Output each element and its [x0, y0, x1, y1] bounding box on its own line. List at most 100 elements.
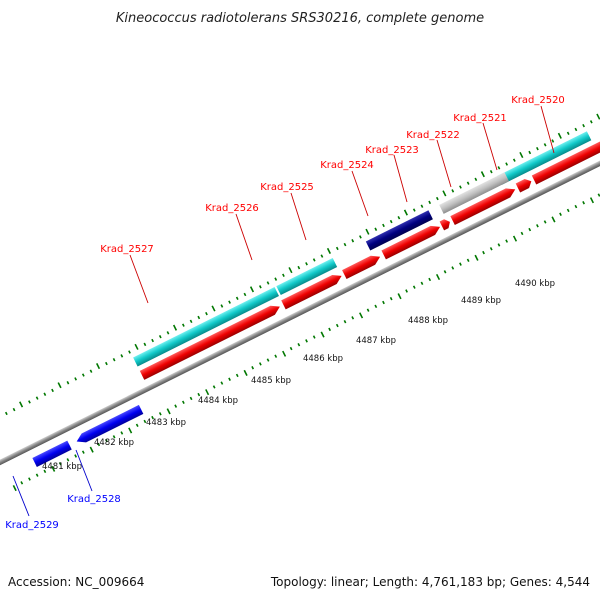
- minor-tick: [243, 292, 247, 297]
- minor-tick: [451, 189, 455, 193]
- callout-line: [482, 122, 498, 171]
- minor-tick: [28, 400, 31, 404]
- gene-label-krad-2522: Krad_2522: [406, 130, 460, 141]
- gene-arrow-krad-2528: [76, 404, 144, 443]
- minor-tick: [220, 381, 224, 385]
- minor-tick: [81, 373, 85, 377]
- major-tick: [89, 446, 94, 453]
- gene-arrow-krad-2522: [450, 188, 516, 226]
- sequence-backbone: [0, 129, 600, 474]
- minor-tick: [466, 258, 470, 262]
- major-tick: [397, 293, 402, 300]
- minor-tick: [289, 346, 293, 351]
- minor-tick: [505, 239, 509, 243]
- minor-tick: [197, 392, 201, 397]
- minor-tick: [543, 220, 547, 224]
- minor-tick: [81, 450, 85, 454]
- minor-tick: [428, 200, 432, 205]
- minor-tick: [197, 315, 201, 320]
- minor-tick: [589, 120, 593, 124]
- callout-line: [540, 105, 555, 154]
- minor-tick: [536, 146, 539, 151]
- minor-tick: [443, 270, 447, 274]
- callout-line: [290, 192, 307, 241]
- scale-label: 4489 kbp: [461, 296, 501, 306]
- minor-tick: [566, 208, 570, 213]
- minor-tick: [189, 319, 193, 324]
- gene-labels: Krad_2520 Krad_2521 Krad_2522 Krad_2523 …: [5, 95, 565, 531]
- gene-label-krad-2523: Krad_2523: [365, 145, 419, 156]
- scale-label: 4487 kbp: [356, 336, 396, 346]
- minor-tick: [35, 396, 39, 400]
- callout-line: [129, 254, 149, 304]
- major-tick: [166, 408, 171, 415]
- minor-tick: [405, 289, 408, 293]
- minor-tick: [428, 277, 432, 282]
- gene-arrow-krad-2527: [139, 305, 280, 380]
- minor-tick: [312, 335, 316, 339]
- minor-tick: [120, 354, 124, 358]
- minor-tick: [335, 246, 339, 251]
- minor-tick: [574, 127, 578, 132]
- major-tick: [57, 382, 62, 389]
- major-tick: [474, 254, 479, 261]
- major-tick: [12, 485, 17, 492]
- minor-tick: [536, 224, 539, 228]
- outer-tick-row: [0, 113, 600, 419]
- callout-line: [393, 154, 408, 203]
- minor-tick: [105, 361, 108, 366]
- minor-tick: [35, 473, 39, 477]
- minor-tick: [566, 131, 570, 136]
- minor-tick: [228, 377, 231, 381]
- minor-tick: [66, 458, 70, 462]
- major-tick: [282, 350, 287, 357]
- minor-tick: [66, 381, 70, 385]
- minor-tick: [374, 304, 378, 309]
- gene-label-krad-2528: Krad_2528: [67, 494, 121, 505]
- minor-tick: [135, 423, 139, 428]
- minor-tick: [158, 334, 162, 339]
- minor-tick: [258, 285, 262, 289]
- minor-tick: [166, 331, 170, 335]
- minor-tick: [235, 373, 239, 378]
- minor-tick: [28, 477, 31, 481]
- scale-label: 4481 kbp: [42, 462, 82, 472]
- minor-tick: [482, 250, 485, 255]
- minor-tick: [420, 204, 424, 208]
- gene-arrow-krad-2520: [531, 141, 600, 185]
- scale-label: 4488 kbp: [408, 316, 448, 326]
- minor-tick: [466, 181, 470, 185]
- minor-tick: [420, 281, 424, 286]
- minor-tick: [320, 254, 324, 258]
- minor-tick: [459, 185, 462, 189]
- grey-feature: [439, 172, 509, 214]
- major-tick: [403, 209, 408, 216]
- minor-tick: [397, 216, 401, 220]
- gene-label-krad-2529: Krad_2529: [5, 520, 59, 531]
- minor-tick: [559, 212, 562, 216]
- minor-tick: [374, 227, 378, 231]
- minor-tick: [158, 412, 162, 416]
- minor-tick: [435, 196, 439, 201]
- minor-tick: [274, 354, 278, 358]
- minor-tick: [251, 366, 255, 370]
- minor-tick: [174, 404, 178, 408]
- gene-label-krad-2525: Krad_2525: [260, 182, 314, 193]
- minor-tick: [528, 227, 532, 232]
- gene-arrow-krad-2523: [439, 219, 450, 231]
- minor-tick: [128, 350, 131, 354]
- minor-tick: [312, 258, 316, 262]
- minor-tick: [574, 204, 578, 209]
- minor-tick: [382, 223, 385, 228]
- minor-tick: [520, 231, 524, 236]
- minor-tick: [528, 150, 532, 155]
- minor-tick: [474, 177, 478, 182]
- minor-tick: [266, 358, 270, 362]
- callout-line: [351, 170, 369, 217]
- major-tick: [512, 235, 518, 242]
- minor-tick: [97, 442, 101, 447]
- cds-feature: [276, 257, 338, 296]
- minor-tick: [343, 319, 347, 324]
- major-tick: [172, 324, 178, 331]
